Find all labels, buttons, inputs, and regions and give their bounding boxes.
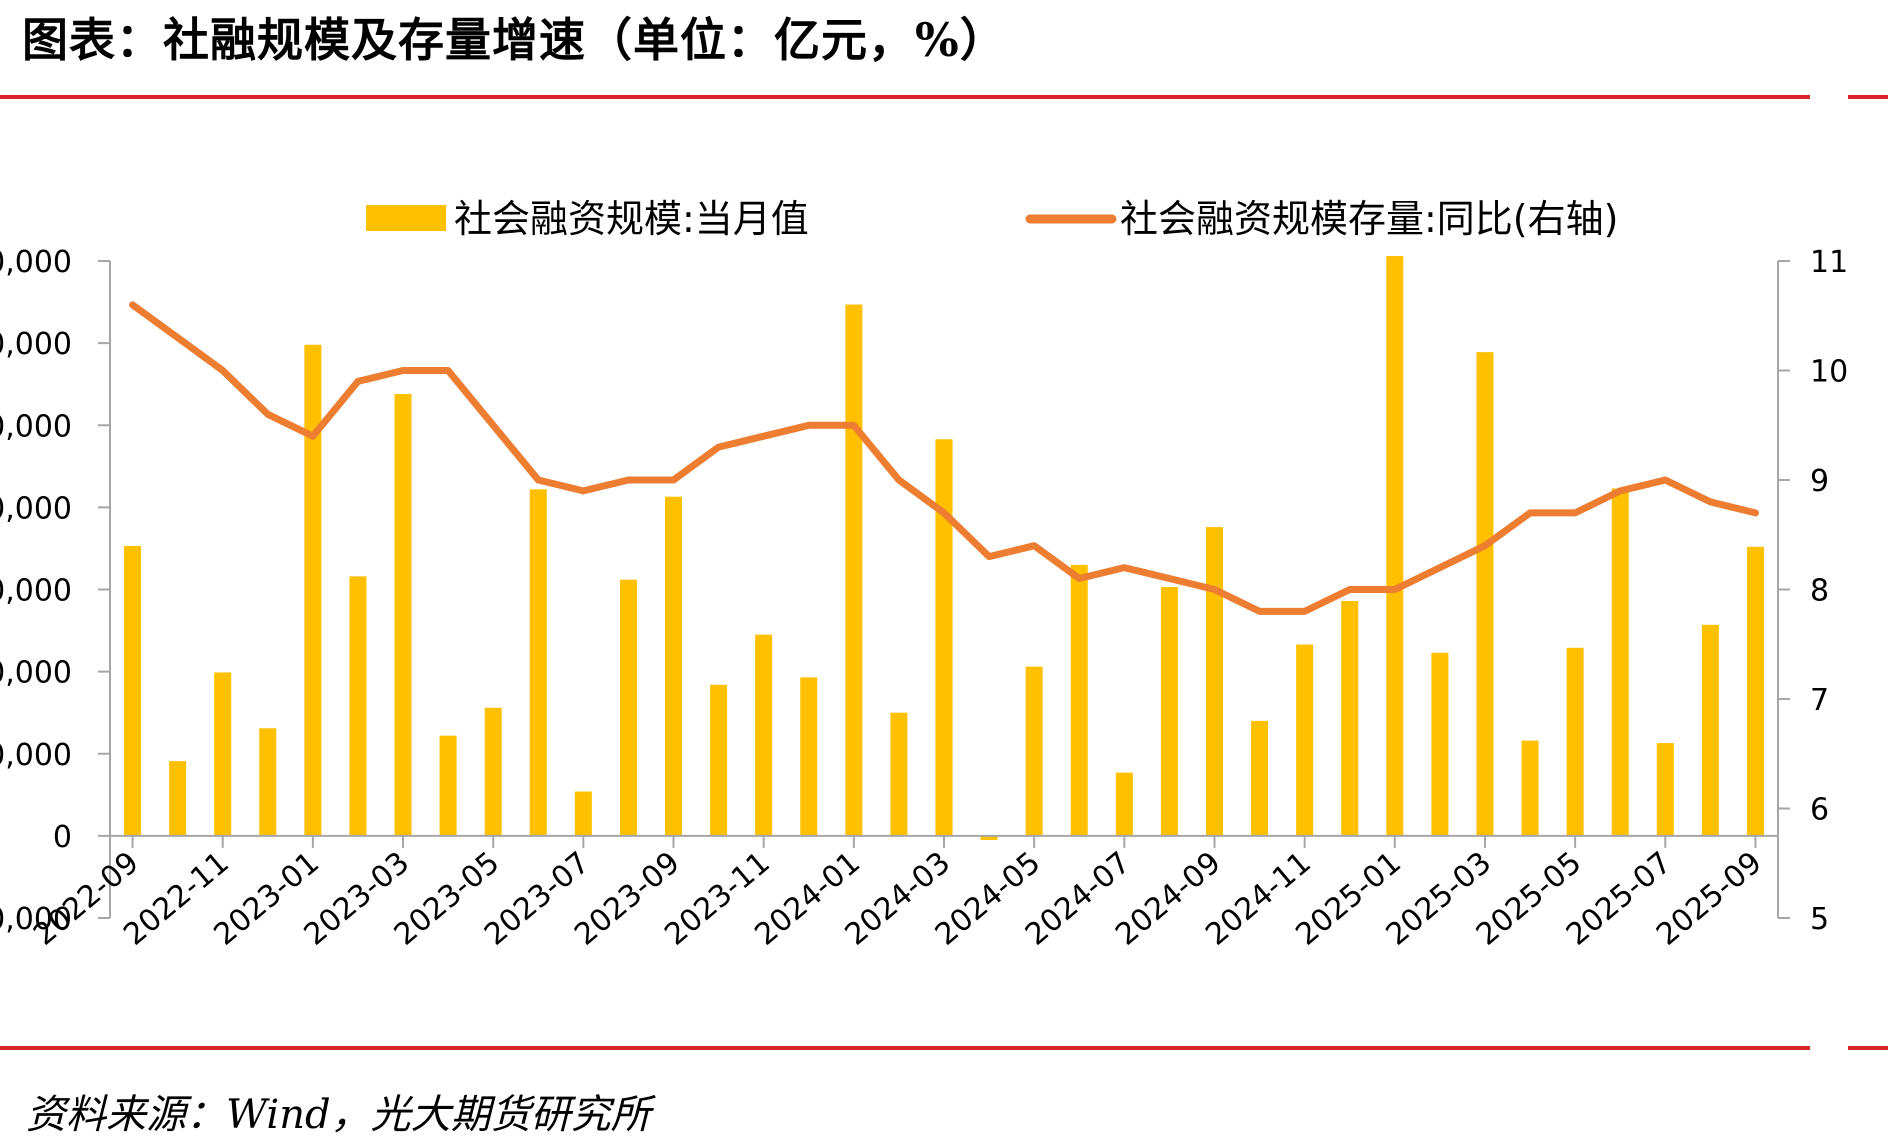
line-series <box>129 301 1759 615</box>
bar <box>1566 647 1584 836</box>
bar <box>1656 743 1674 836</box>
right-y-axis: 5 6 7 8 9 10 11 <box>1777 245 1848 937</box>
bar <box>1070 564 1088 836</box>
left-tick-label: 0,000 <box>0 327 72 362</box>
bar <box>1296 644 1314 836</box>
bar <box>1341 600 1359 836</box>
right-tick-label: 9 <box>1810 464 1829 499</box>
bar <box>935 439 953 836</box>
bar <box>619 579 637 836</box>
bar <box>214 672 232 836</box>
bar <box>259 728 277 836</box>
bar <box>124 545 142 836</box>
bar <box>890 712 908 836</box>
top-divider <box>0 95 1810 99</box>
bar <box>1205 527 1223 836</box>
bar <box>484 707 502 836</box>
source-note: 资料来源：Wind，光大期货研究所 <box>26 1092 651 1138</box>
bar <box>845 304 863 836</box>
bar <box>1115 772 1133 836</box>
right-tick-label: 5 <box>1810 902 1829 937</box>
legend-label-bar: 社会融资规模:当月值 <box>454 197 809 241</box>
bar <box>1025 666 1043 836</box>
left-tick-label: 0,000 <box>0 409 72 444</box>
bar <box>394 394 412 836</box>
bar <box>1476 352 1494 836</box>
bar <box>1521 740 1539 836</box>
right-tick-label: 8 <box>1810 574 1829 609</box>
bar <box>800 677 818 836</box>
legend-swatch-bar <box>366 205 446 231</box>
left-tick-label: 0,000 <box>0 902 72 937</box>
bar <box>1251 720 1269 836</box>
x-axis: 2022-092022-112023-012023-032023-052023-… <box>27 834 1778 953</box>
left-tick-label: 0,000 <box>0 656 72 691</box>
bar <box>1160 587 1178 836</box>
bottom-divider-stub <box>1848 1046 1888 1050</box>
bar <box>529 489 547 836</box>
bar <box>349 576 367 836</box>
bar <box>1431 652 1449 836</box>
bar <box>169 761 187 836</box>
bar <box>304 344 322 836</box>
bar <box>439 735 457 836</box>
bar <box>1701 624 1719 836</box>
bar-series <box>124 256 1764 840</box>
top-divider-stub <box>1848 95 1888 99</box>
bar <box>755 634 773 836</box>
bar <box>710 684 728 836</box>
left-tick-label: 0,000 <box>0 574 72 609</box>
bar <box>1746 546 1764 836</box>
bar <box>574 791 592 836</box>
right-tick-label: 6 <box>1810 793 1829 828</box>
bar <box>1386 256 1404 836</box>
left-tick-label: 0,000 <box>0 245 72 280</box>
page-title: 图表：社融规模及存量增速（单位：亿元，%） <box>22 13 1007 67</box>
bar <box>1611 488 1629 836</box>
right-tick-label: 7 <box>1810 683 1829 718</box>
left-tick-label: 0 <box>53 820 72 855</box>
right-tick-label: 11 <box>1810 245 1848 280</box>
bar <box>980 835 998 840</box>
chart-legend: 社会融资规模:当月值 社会融资规模存量:同比(右轴) <box>366 197 1618 241</box>
bar <box>665 496 683 836</box>
left-tick-label: 0,000 <box>0 738 72 773</box>
left-tick-label: 0,000 <box>0 491 72 526</box>
legend-label-line: 社会融资规模存量:同比(右轴) <box>1120 197 1618 241</box>
bottom-divider <box>0 1046 1810 1050</box>
left-y-axis: 0,000 0 0,000 0,000 0,000 0,000 0,000 0,000 0,00… <box>0 245 111 937</box>
right-tick-label: 10 <box>1810 355 1848 390</box>
